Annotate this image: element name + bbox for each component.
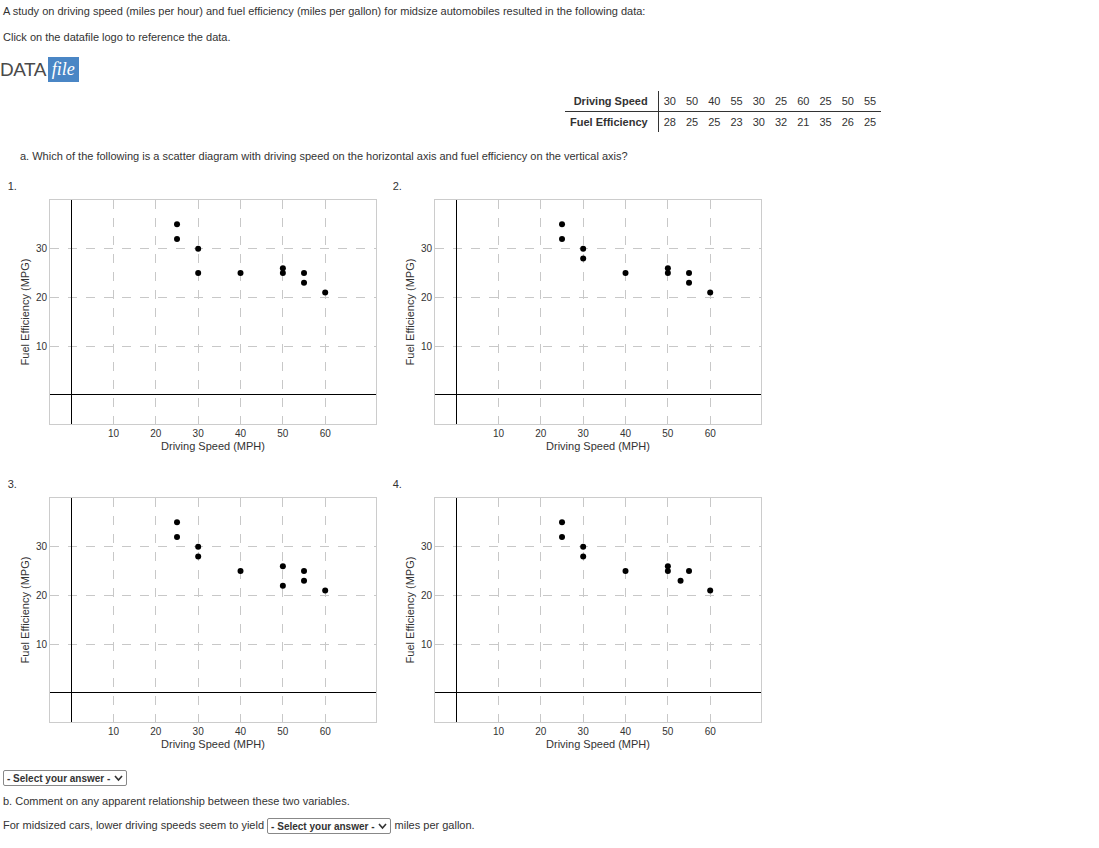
- svg-text:30: 30: [578, 726, 590, 737]
- html-text:miles per gallon.: miles per gallon.: [391, 818, 475, 831]
- html-text:26: 26: [841, 116, 854, 128]
- html-text:Driving Speed: Driving Speed: [573, 95, 648, 107]
- svg-text:Driving Speed (MPH): Driving Speed (MPH): [161, 738, 265, 750]
- html-text:35: 35: [819, 116, 832, 128]
- svg-text:20: 20: [150, 726, 162, 737]
- svg-text:10: 10: [493, 428, 505, 439]
- svg-text:Fuel Efficiency (MPG): Fuel Efficiency (MPG): [19, 259, 31, 366]
- svg-text:50: 50: [662, 428, 674, 439]
- svg-text:60: 60: [705, 726, 717, 737]
- svg-text:30: 30: [421, 243, 433, 254]
- svg-text:Driving Speed (MPH): Driving Speed (MPH): [161, 440, 265, 452]
- svg-text:10: 10: [108, 428, 120, 439]
- svg-text:30: 30: [193, 428, 205, 439]
- html-text:25: 25: [819, 95, 832, 107]
- svg-text:10: 10: [421, 639, 433, 650]
- html-text:28: 28: [663, 116, 676, 128]
- svg-text:20: 20: [36, 590, 48, 601]
- html-text:50: 50: [841, 95, 854, 107]
- svg-text:50: 50: [277, 428, 289, 439]
- html-text:25: 25: [685, 116, 699, 128]
- svg-text:1.: 1.: [8, 180, 17, 192]
- html-text:30: 30: [752, 116, 765, 128]
- html-text:32: 32: [774, 116, 788, 128]
- svg-text:40: 40: [235, 726, 247, 737]
- html-text:- Select your answer -: - Select your answer -: [7, 772, 111, 784]
- svg-text:60: 60: [320, 726, 332, 737]
- svg-text:10: 10: [36, 639, 48, 650]
- svg-text:30: 30: [36, 541, 48, 552]
- svg-text:Fuel Efficiency (MPG): Fuel Efficiency (MPG): [404, 557, 416, 664]
- html-text:Fuel Efficiency: Fuel Efficiency: [570, 116, 648, 128]
- svg-text:20: 20: [421, 590, 433, 601]
- svg-text:30: 30: [36, 243, 48, 254]
- svg-text:10: 10: [36, 341, 48, 352]
- svg-text:20: 20: [150, 428, 162, 439]
- svg-text:2.: 2.: [393, 180, 402, 192]
- svg-text:20: 20: [535, 428, 547, 439]
- svg-text:40: 40: [620, 428, 632, 439]
- svg-text:40: 40: [235, 428, 247, 439]
- svg-text:60: 60: [320, 428, 332, 439]
- html-text:50: 50: [685, 95, 699, 107]
- svg-text:10: 10: [421, 341, 433, 352]
- html-text:DATA file: DATA file: [0, 59, 75, 80]
- svg-text:Fuel Efficiency (MPG): Fuel Efficiency (MPG): [404, 259, 416, 366]
- html-text:25: 25: [708, 116, 721, 128]
- svg-text:Driving Speed (MPH): Driving Speed (MPH): [546, 440, 650, 452]
- svg-text:Driving Speed (MPH): Driving Speed (MPH): [546, 738, 650, 750]
- svg-text:40: 40: [620, 726, 632, 737]
- html-text:40: 40: [708, 95, 721, 107]
- svg-text:50: 50: [277, 726, 289, 737]
- svg-text:30: 30: [193, 726, 205, 737]
- html-text:55: 55: [863, 95, 877, 107]
- html-text:Click on the datafile logo to: Click on the datafile logo to reference …: [3, 31, 231, 43]
- html-text:60: 60: [797, 95, 810, 107]
- svg-text:50: 50: [662, 726, 674, 737]
- svg-text:30: 30: [421, 541, 433, 552]
- html-text:55: 55: [730, 95, 743, 107]
- html-text:30: 30: [663, 95, 676, 107]
- html-text:25: 25: [774, 95, 788, 107]
- html-text:30: 30: [752, 95, 765, 107]
- html-text:21: 21: [797, 116, 810, 128]
- html-text:b. Comment on any apparent rel: b. Comment on any apparent relationship …: [3, 795, 350, 807]
- svg-text:20: 20: [421, 292, 433, 303]
- svg-text:4.: 4.: [393, 478, 402, 490]
- svg-text:3.: 3.: [8, 478, 17, 490]
- html-text:23: 23: [730, 116, 743, 128]
- svg-text:10: 10: [493, 726, 505, 737]
- html-text:a. Which of the following is a: a. Which of the following is a scatter d…: [20, 150, 628, 162]
- html-text:A study on driving speed (mile: A study on driving speed (miles per hour…: [3, 5, 646, 17]
- svg-text:20: 20: [535, 726, 547, 737]
- svg-text:60: 60: [705, 428, 717, 439]
- html-text:25: 25: [863, 116, 877, 128]
- svg-text:20: 20: [36, 292, 48, 303]
- svg-text:30: 30: [578, 428, 590, 439]
- svg-text:10: 10: [108, 726, 120, 737]
- svg-text:Fuel Efficiency (MPG): Fuel Efficiency (MPG): [19, 557, 31, 664]
- html-text:For midsized cars, lower drivi: For midsized cars, lower driving speeds …: [3, 818, 375, 832]
